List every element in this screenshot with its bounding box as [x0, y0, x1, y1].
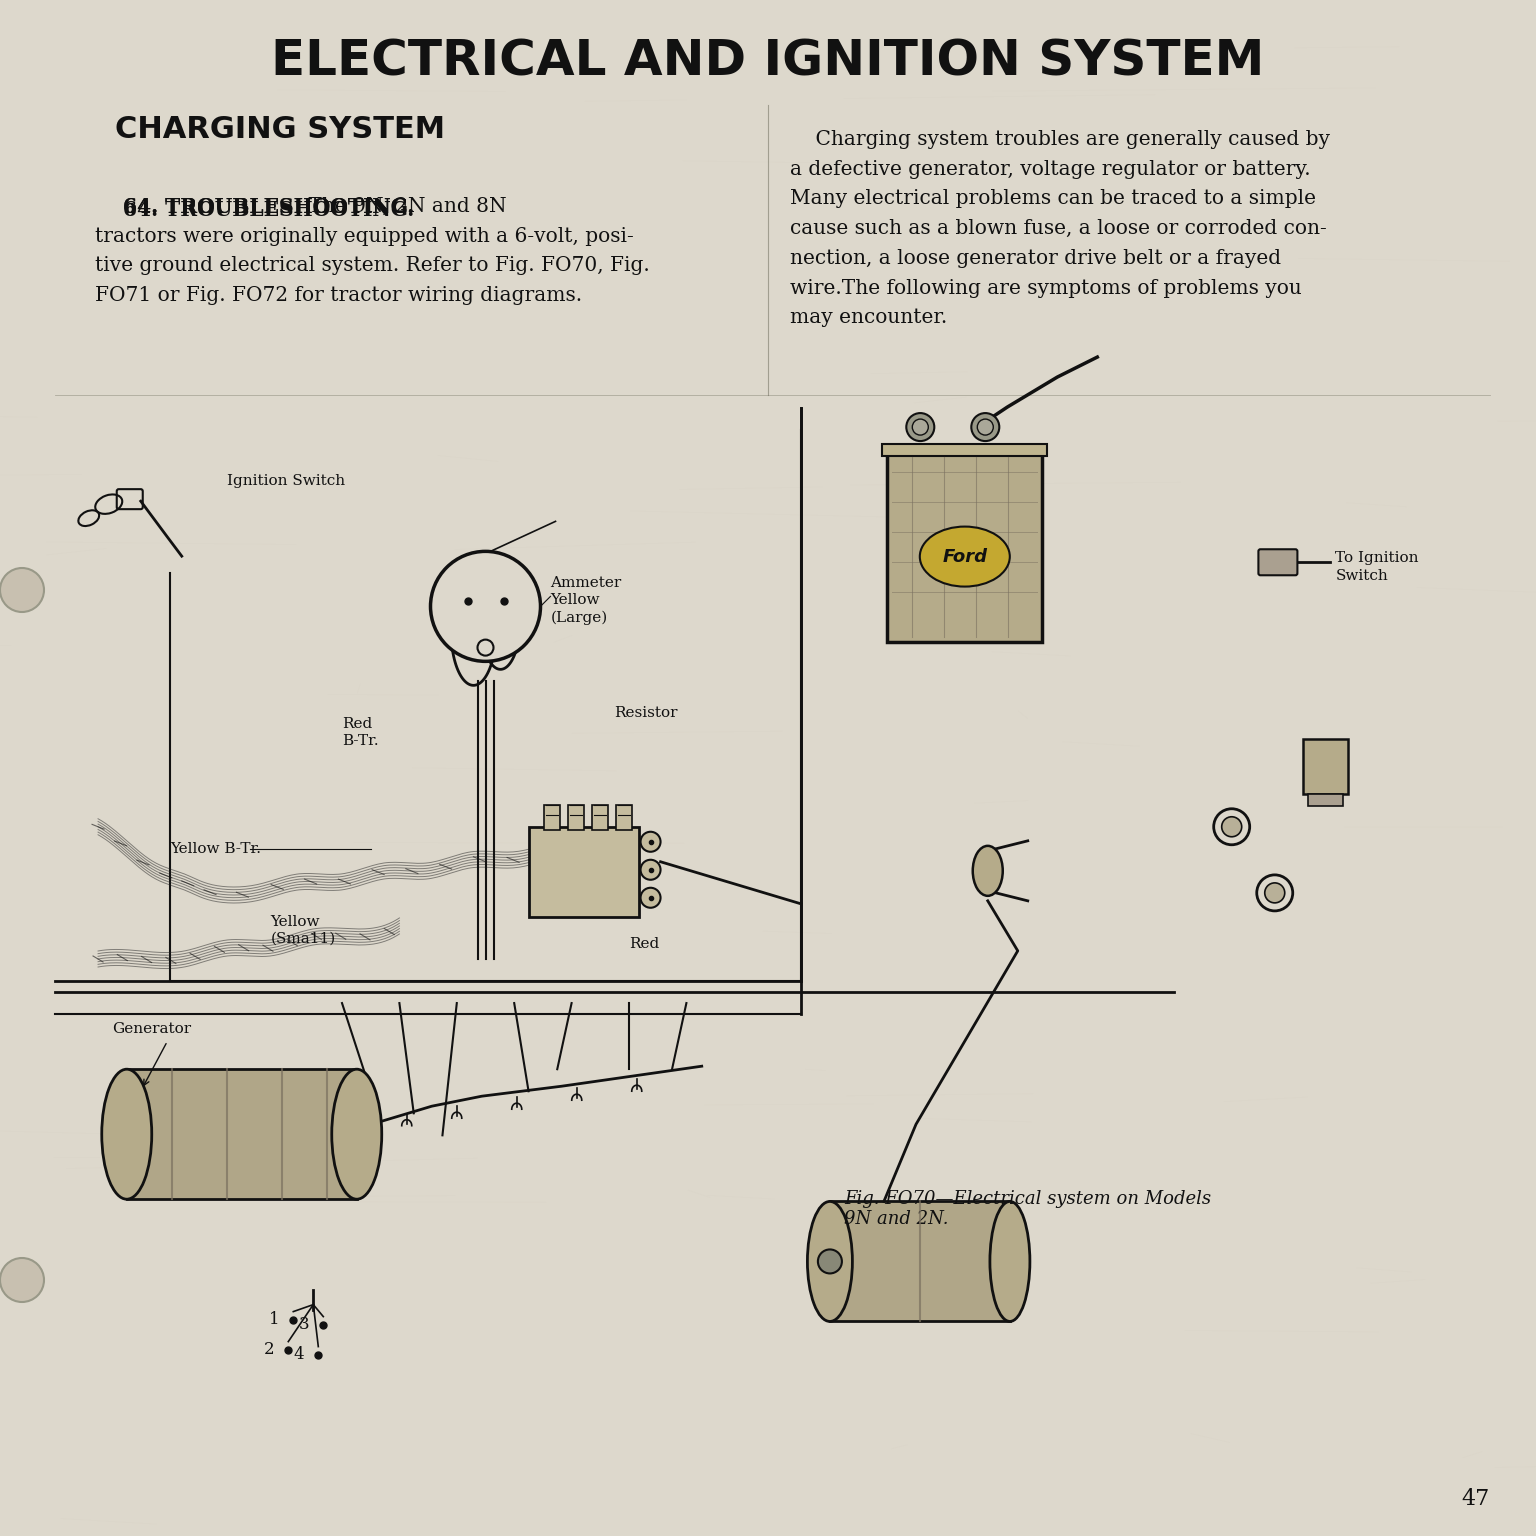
Circle shape: [1221, 817, 1241, 837]
FancyBboxPatch shape: [1258, 550, 1298, 576]
Circle shape: [478, 639, 493, 656]
Ellipse shape: [808, 1201, 852, 1321]
Circle shape: [977, 419, 994, 435]
Text: 64. TROUBLESHOOTING.: 64. TROUBLESHOOTING.: [95, 197, 415, 217]
Text: 2: 2: [264, 1341, 275, 1358]
Ellipse shape: [101, 1069, 152, 1200]
Ellipse shape: [920, 527, 1009, 587]
Text: ELECTRICAL AND IGNITION SYSTEM: ELECTRICAL AND IGNITION SYSTEM: [272, 38, 1264, 86]
Circle shape: [1264, 883, 1284, 903]
Text: Fig. FO70—Electrical system on Models: Fig. FO70—Electrical system on Models: [845, 1190, 1212, 1209]
Text: 64. TROUBLESHOOTING. The 9N, 2N and 8N: 64. TROUBLESHOOTING. The 9N, 2N and 8N: [95, 197, 594, 217]
Text: 64. TROUBLESHOOTING. The 9N, 2N and 8N: 64. TROUBLESHOOTING. The 9N, 2N and 8N: [95, 197, 594, 217]
Bar: [567, 805, 584, 829]
Text: wire.The following are symptoms of problems you: wire.The following are symptoms of probl…: [790, 278, 1301, 298]
Text: Yellow B-Tr.: Yellow B-Tr.: [170, 842, 261, 856]
Ellipse shape: [332, 1069, 382, 1200]
Text: Ignition Switch: Ignition Switch: [227, 475, 346, 488]
Ellipse shape: [989, 1201, 1031, 1321]
Circle shape: [1256, 876, 1293, 911]
Bar: [127, 1069, 356, 1200]
Text: tive ground electrical system. Refer to Fig. FO70, Fig.: tive ground electrical system. Refer to …: [95, 257, 650, 275]
Bar: [1309, 794, 1344, 805]
Text: Yellow: Yellow: [550, 593, 601, 607]
Text: Ford: Ford: [942, 547, 988, 565]
Text: 4: 4: [293, 1346, 304, 1362]
Text: 9N and 2N.: 9N and 2N.: [845, 1210, 949, 1229]
Text: FO71 or Fig. FO72 for tractor wiring diagrams.: FO71 or Fig. FO72 for tractor wiring dia…: [95, 286, 582, 306]
Text: 1: 1: [269, 1312, 280, 1329]
Text: nection, a loose generator drive belt or a frayed: nection, a loose generator drive belt or…: [790, 249, 1281, 267]
Bar: [829, 1201, 1009, 1321]
Bar: [528, 826, 639, 917]
Text: 64. TROUBLESHOOTING. The 9N, 2N and 8N
tractors were originally equipped with a : 64. TROUBLESHOOTING. The 9N, 2N and 8N t…: [95, 200, 650, 286]
Bar: [616, 805, 631, 829]
Circle shape: [641, 888, 660, 908]
Text: (Sma11): (Sma11): [270, 932, 335, 946]
Circle shape: [906, 413, 934, 441]
Circle shape: [912, 419, 928, 435]
Bar: [888, 452, 1043, 642]
Circle shape: [430, 551, 541, 662]
Text: Generator: Generator: [112, 1021, 192, 1037]
Text: may encounter.: may encounter.: [790, 309, 948, 327]
Circle shape: [0, 1258, 45, 1303]
Text: B-Tr.: B-Tr.: [343, 734, 379, 748]
Text: Resistor: Resistor: [614, 705, 679, 719]
Circle shape: [971, 413, 1000, 441]
Text: tractors were originally equipped with a 6-volt, posi-: tractors were originally equipped with a…: [95, 227, 634, 246]
Text: 64. TROUBLESHOOTING.: 64. TROUBLESHOOTING.: [95, 197, 415, 217]
Circle shape: [1213, 809, 1250, 845]
Text: 3: 3: [298, 1316, 309, 1333]
Text: The 9N, 2N and 8N: The 9N, 2N and 8N: [303, 197, 507, 217]
Text: Many electrical problems can be traced to a simple: Many electrical problems can be traced t…: [790, 189, 1316, 209]
Bar: [544, 805, 559, 829]
Text: 47: 47: [1462, 1488, 1490, 1510]
Text: a defective generator, voltage regulator or battery.: a defective generator, voltage regulator…: [790, 160, 1310, 178]
Circle shape: [641, 860, 660, 880]
Text: Red: Red: [343, 717, 372, 731]
Text: 64. TROUBLESHOOTING.: 64. TROUBLESHOOTING.: [95, 200, 415, 220]
Text: Ammeter: Ammeter: [550, 576, 622, 590]
Ellipse shape: [972, 846, 1003, 895]
Text: Yellow: Yellow: [270, 915, 319, 929]
Text: Red: Red: [630, 937, 659, 951]
Bar: [882, 444, 1048, 456]
Bar: [1304, 739, 1349, 794]
Text: Switch: Switch: [1335, 570, 1389, 584]
Text: To Ignition: To Ignition: [1335, 551, 1419, 565]
Text: (Large): (Large): [550, 610, 608, 625]
Circle shape: [817, 1249, 842, 1273]
Text: CHARGING SYSTEM: CHARGING SYSTEM: [115, 115, 445, 144]
Text: cause such as a blown fuse, a loose or corroded con-: cause such as a blown fuse, a loose or c…: [790, 220, 1327, 238]
Bar: [591, 805, 608, 829]
Circle shape: [641, 833, 660, 852]
Text: Charging system troubles are generally caused by: Charging system troubles are generally c…: [790, 131, 1330, 149]
Circle shape: [0, 568, 45, 611]
